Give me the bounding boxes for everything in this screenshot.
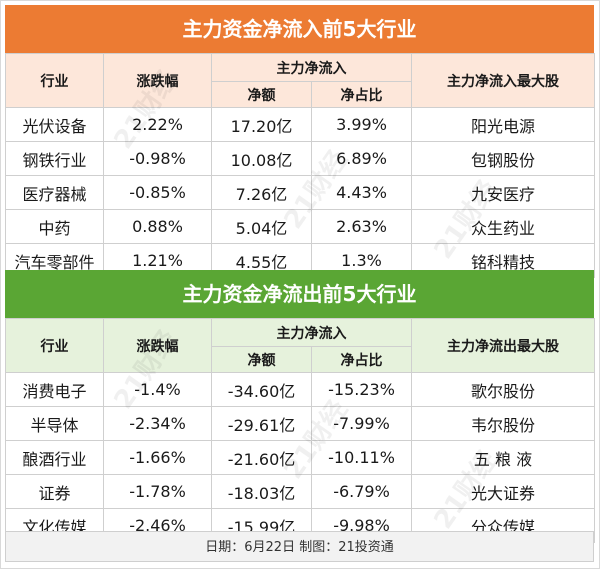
table-row: 钢铁行业 -0.98% 10.08亿 6.89% 包钢股份 — [5, 141, 595, 176]
cell-top-stock: 包钢股份 — [411, 141, 595, 176]
cell-change: -0.98% — [103, 141, 212, 176]
cell-industry: 半导体 — [5, 406, 104, 441]
cell-industry: 中药 — [5, 209, 104, 244]
cell-net-ratio: -6.79% — [311, 474, 412, 509]
table-row: 半导体 -2.34% -29.61亿 -7.99% 韦尔股份 — [5, 406, 595, 441]
header-net-group: 主力净流入 — [211, 318, 412, 347]
cell-change: -0.85% — [103, 175, 212, 210]
outflow-table: 行业 涨跌幅 主力净流入 主力净流出最大股 净额 净占比 消费电子 -1.4% … — [5, 318, 595, 543]
cell-top-stock: 五 粮 液 — [411, 440, 595, 475]
cell-change: 0.88% — [103, 209, 212, 244]
table-row: 医疗器械 -0.85% 7.26亿 4.43% 九安医疗 — [5, 175, 595, 210]
header-net-ratio: 净占比 — [311, 346, 412, 373]
cell-change: -1.4% — [103, 372, 212, 407]
cell-change: 2.22% — [103, 107, 212, 142]
cell-net-ratio: -15.23% — [311, 372, 412, 407]
header-net-amount: 净额 — [211, 81, 312, 108]
cell-net-ratio: 4.43% — [311, 175, 412, 210]
inflow-table: 行业 涨跌幅 主力净流入 主力净流入最大股 净额 净占比 光伏设备 2.22% … — [5, 53, 595, 278]
header-net-group: 主力净流入 — [211, 53, 412, 82]
header-top-stock: 主力净流出最大股 — [411, 318, 595, 373]
table-row: 酿酒行业 -1.66% -21.60亿 -10.11% 五 粮 液 — [5, 440, 595, 475]
cell-net-ratio: 6.89% — [311, 141, 412, 176]
outflow-section: 主力资金净流出前5大行业 行业 涨跌幅 主力净流入 主力净流出最大股 净额 净占… — [5, 270, 595, 543]
footer-caption: 日期：6月22日 制图：21投资通 — [5, 531, 594, 562]
cell-industry: 钢铁行业 — [5, 141, 104, 176]
cell-industry: 医疗器械 — [5, 175, 104, 210]
header-net-amount: 净额 — [211, 346, 312, 373]
table-row: 消费电子 -1.4% -34.60亿 -15.23% 歌尔股份 — [5, 372, 595, 407]
header-industry: 行业 — [5, 318, 104, 373]
cell-industry: 酿酒行业 — [5, 440, 104, 475]
cell-industry: 证券 — [5, 474, 104, 509]
header-top-stock: 主力净流入最大股 — [411, 53, 595, 108]
inflow-title: 主力资金净流入前5大行业 — [5, 5, 594, 53]
cell-top-stock: 光大证券 — [411, 474, 595, 509]
cell-net-amount: -29.61亿 — [211, 406, 312, 441]
cell-net-amount: 10.08亿 — [211, 141, 312, 176]
header-change: 涨跌幅 — [103, 53, 212, 108]
cell-net-ratio: -7.99% — [311, 406, 412, 441]
table-row: 中药 0.88% 5.04亿 2.63% 众生药业 — [5, 209, 595, 244]
outflow-title: 主力资金净流出前5大行业 — [5, 270, 594, 318]
cell-top-stock: 歌尔股份 — [411, 372, 595, 407]
cell-net-amount: -18.03亿 — [211, 474, 312, 509]
cell-change: -1.66% — [103, 440, 212, 475]
cell-top-stock: 韦尔股份 — [411, 406, 595, 441]
cell-industry: 消费电子 — [5, 372, 104, 407]
header-change: 涨跌幅 — [103, 318, 212, 373]
cell-net-amount: -34.60亿 — [211, 372, 312, 407]
cell-net-amount: 7.26亿 — [211, 175, 312, 210]
cell-top-stock: 众生药业 — [411, 209, 595, 244]
cell-net-ratio: -10.11% — [311, 440, 412, 475]
cell-top-stock: 阳光电源 — [411, 107, 595, 142]
cell-net-amount: 17.20亿 — [211, 107, 312, 142]
cell-net-amount: -21.60亿 — [211, 440, 312, 475]
table-row: 光伏设备 2.22% 17.20亿 3.99% 阳光电源 — [5, 107, 595, 142]
table-row: 证券 -1.78% -18.03亿 -6.79% 光大证券 — [5, 474, 595, 509]
cell-change: -1.78% — [103, 474, 212, 509]
cell-change: -2.34% — [103, 406, 212, 441]
header-industry: 行业 — [5, 53, 104, 108]
inflow-section: 主力资金净流入前5大行业 行业 涨跌幅 主力净流入 主力净流入最大股 净额 净占… — [5, 5, 595, 278]
cell-net-ratio: 3.99% — [311, 107, 412, 142]
cell-net-amount: 5.04亿 — [211, 209, 312, 244]
header-net-ratio: 净占比 — [311, 81, 412, 108]
cell-industry: 光伏设备 — [5, 107, 104, 142]
cell-net-ratio: 2.63% — [311, 209, 412, 244]
cell-top-stock: 九安医疗 — [411, 175, 595, 210]
